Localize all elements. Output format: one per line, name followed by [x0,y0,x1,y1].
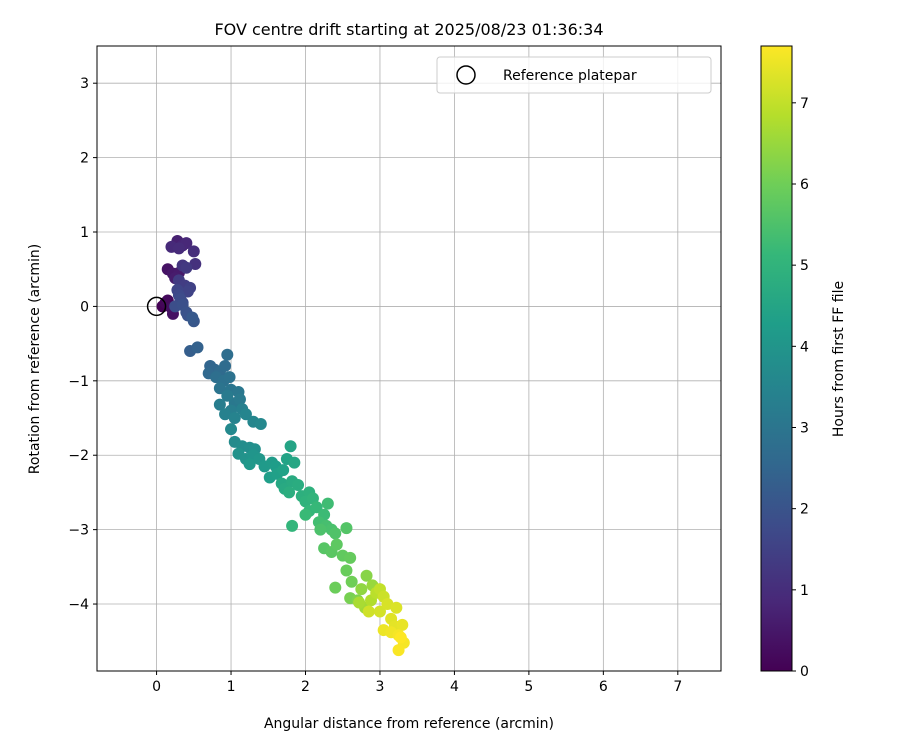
data-point [221,389,234,402]
x-tick-label: 7 [673,679,682,695]
y-axis-ticks: −4 −3 −2 −1 0 1 2 3 [68,76,97,613]
y-axis-label: Rotation from reference (arcmin) [27,244,43,474]
data-point [254,417,267,430]
x-tick-label: 6 [599,679,608,695]
data-point [329,527,342,540]
data-point [344,551,357,564]
x-tick-label: 2 [301,679,310,695]
data-point [355,583,368,596]
colorbar-label: Hours from first FF file [831,281,847,437]
data-point [239,408,252,421]
colorbar-ticks: 0 1 2 3 4 5 6 7 [792,96,809,680]
data-point [394,631,407,644]
data-point [396,618,409,631]
y-tick-label: 0 [80,299,89,315]
x-axis-ticks: 0 1 2 3 4 5 6 7 [152,671,682,695]
data-point [284,440,297,453]
colorbar-tick-label: 3 [800,420,809,436]
colorbar-tick-label: 7 [800,96,809,112]
x-tick-label: 3 [375,679,384,695]
data-point [225,423,238,436]
grid-lines [97,46,721,671]
data-point [292,478,305,491]
x-axis-label: Angular distance from reference (arcmin) [264,716,554,732]
colorbar-tick-label: 1 [800,583,809,599]
data-point [213,398,226,411]
colorbar-tick-label: 5 [800,258,809,274]
data-point [286,519,299,532]
data-point [373,605,386,618]
x-tick-label: 4 [450,679,459,695]
legend-box [436,56,712,94]
data-point [243,458,256,471]
legend: Reference platepar [436,56,712,94]
data-point [314,523,327,536]
y-tick-label: −3 [68,523,89,539]
data-point [288,456,301,469]
x-tick-label: 0 [152,679,161,695]
y-tick-label: −4 [68,597,89,613]
data-point [340,564,353,577]
y-tick-label: 3 [80,76,89,92]
colorbar-tick-label: 0 [800,664,809,680]
data-point [360,569,373,582]
chart-title: FOV centre drift starting at 2025/08/23 … [214,20,603,39]
y-tick-label: −1 [68,374,89,390]
data-point [340,522,353,535]
data-point [353,596,366,609]
data-point [310,501,323,514]
data-point [233,393,246,406]
data-point [180,261,193,274]
reference-platepar-marker [146,296,167,317]
legend-label-reference: Reference platepar [503,68,637,84]
data-point [330,538,343,551]
colorbar-tick-label: 4 [800,339,809,355]
data-point [191,341,204,354]
data-point [219,359,232,372]
data-point [223,371,236,384]
colorbar-tick-label: 2 [800,502,809,518]
data-points [146,234,410,657]
data-point [345,575,358,588]
x-tick-label: 5 [524,679,533,695]
data-point [219,408,232,421]
data-point [321,497,334,510]
data-point [213,382,226,395]
data-point [186,311,199,324]
x-tick-label: 1 [227,679,236,695]
data-point [283,486,296,499]
y-tick-label: 1 [80,225,89,241]
plot-frame [96,45,722,672]
data-point [221,348,234,361]
data-point [277,464,290,477]
data-point [187,245,200,258]
data-point [299,508,312,521]
data-point [329,581,342,594]
data-point [392,644,405,657]
legend-marker-reference [456,65,476,85]
data-point [228,412,241,425]
data-point [172,242,185,255]
data-point [362,605,375,618]
y-tick-label: −2 [68,448,89,464]
data-point [390,601,403,614]
y-tick-label: 2 [80,151,89,167]
colorbar [760,45,793,672]
colorbar-tick-label: 6 [800,177,809,193]
